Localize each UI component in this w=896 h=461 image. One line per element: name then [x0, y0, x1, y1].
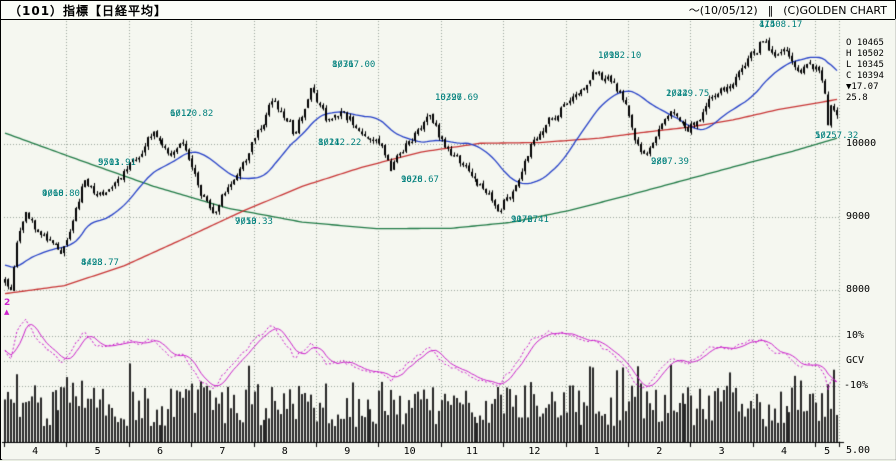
title-meta: ～(10/05/12) ‖ (C)GOLDEN CHART: [689, 2, 887, 18]
separator-mark: ‖: [767, 3, 774, 17]
date-through-label: ～(10/05/12): [688, 4, 758, 17]
chart-title: （101）指標【日経平均】: [9, 3, 168, 18]
copyright-label: (C)GOLDEN CHART: [783, 3, 887, 17]
title-bar: （101）指標【日経平均】 ～(10/05/12) ‖ (C)GOLDEN CH…: [1, 1, 895, 20]
